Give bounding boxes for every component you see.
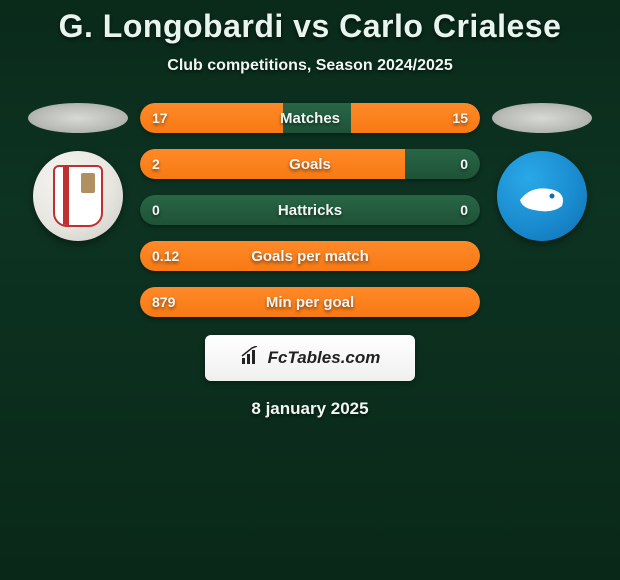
date-text: 8 january 2025 <box>251 399 368 419</box>
left-club-crest <box>53 165 103 227</box>
bar-label: Matches <box>280 110 340 127</box>
stat-bar: 2 Goals 0 <box>140 149 480 179</box>
bar-value-left: 879 <box>152 294 175 310</box>
brand-text: FcTables.com <box>268 348 381 368</box>
bar-value-right: 15 <box>452 110 468 126</box>
stat-bar: 0 Hattricks 0 <box>140 195 480 225</box>
chart-icon <box>240 346 262 371</box>
subtitle: Club competitions, Season 2024/2025 <box>167 57 452 75</box>
left-club-badge <box>33 151 123 241</box>
right-column <box>492 103 592 241</box>
bar-value-left: 17 <box>152 110 168 126</box>
brand-box[interactable]: FcTables.com <box>205 335 415 381</box>
right-club-crest <box>512 166 572 226</box>
stat-bar: 17 Matches 15 <box>140 103 480 133</box>
left-column <box>28 103 128 241</box>
right-club-badge <box>497 151 587 241</box>
bar-label: Min per goal <box>266 294 354 311</box>
comparison-card: G. Longobardi vs Carlo Crialese Club com… <box>0 0 620 427</box>
stat-bars: 17 Matches 15 2 Goals 0 0 Hattricks 0 0.12 Goals p… <box>140 103 480 317</box>
bar-label: Goals <box>289 156 331 173</box>
left-marker <box>28 103 128 133</box>
stat-bar: 0.12 Goals per match <box>140 241 480 271</box>
bar-value-right: 0 <box>460 156 468 172</box>
bar-label: Hattricks <box>278 202 342 219</box>
right-marker <box>492 103 592 133</box>
bar-fill-left <box>140 149 405 179</box>
bar-value-left: 0 <box>152 202 160 218</box>
bar-value-right: 0 <box>460 202 468 218</box>
stat-bar: 879 Min per goal <box>140 287 480 317</box>
main-area: 17 Matches 15 2 Goals 0 0 Hattricks 0 0.12 Goals p… <box>0 103 620 317</box>
page-title: G. Longobardi vs Carlo Crialese <box>59 8 562 45</box>
bar-value-left: 0.12 <box>152 248 179 264</box>
bar-value-left: 2 <box>152 156 160 172</box>
bar-label: Goals per match <box>251 248 369 265</box>
